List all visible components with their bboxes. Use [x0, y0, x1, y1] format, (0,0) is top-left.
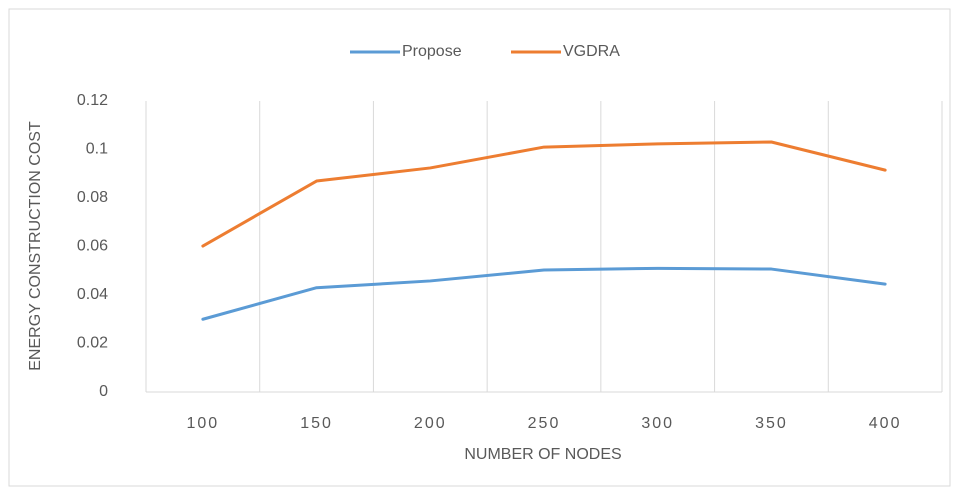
x-tick-label: 300	[641, 415, 674, 432]
y-tick-label: 0.02	[77, 335, 108, 352]
x-tick-label: 250	[528, 415, 561, 432]
chart-border	[8, 8, 951, 487]
x-tick-label: 400	[869, 415, 902, 432]
x-tick-label: 100	[187, 415, 220, 432]
y-tick-label: 0	[99, 383, 108, 400]
legend-label: VGDRA	[563, 43, 620, 60]
y-tick-label: 0.1	[86, 141, 108, 158]
y-tick-label: 0.04	[77, 286, 108, 303]
line-series	[201, 266, 887, 321]
y-tick-label: 0.12	[77, 92, 108, 109]
x-tick-label: 150	[300, 415, 333, 432]
y-tick-label: 0.08	[77, 189, 108, 206]
line-series	[201, 140, 887, 248]
x-tick-label: 350	[755, 415, 788, 432]
x-axis-title: NUMBER OF NODES	[464, 446, 621, 463]
legend-label: Propose	[402, 43, 462, 60]
y-tick-label: 0.06	[77, 238, 108, 255]
y-axis-title: ENERGY CONSTRUCTION COST	[27, 121, 44, 371]
x-tick-label: 200	[414, 415, 447, 432]
